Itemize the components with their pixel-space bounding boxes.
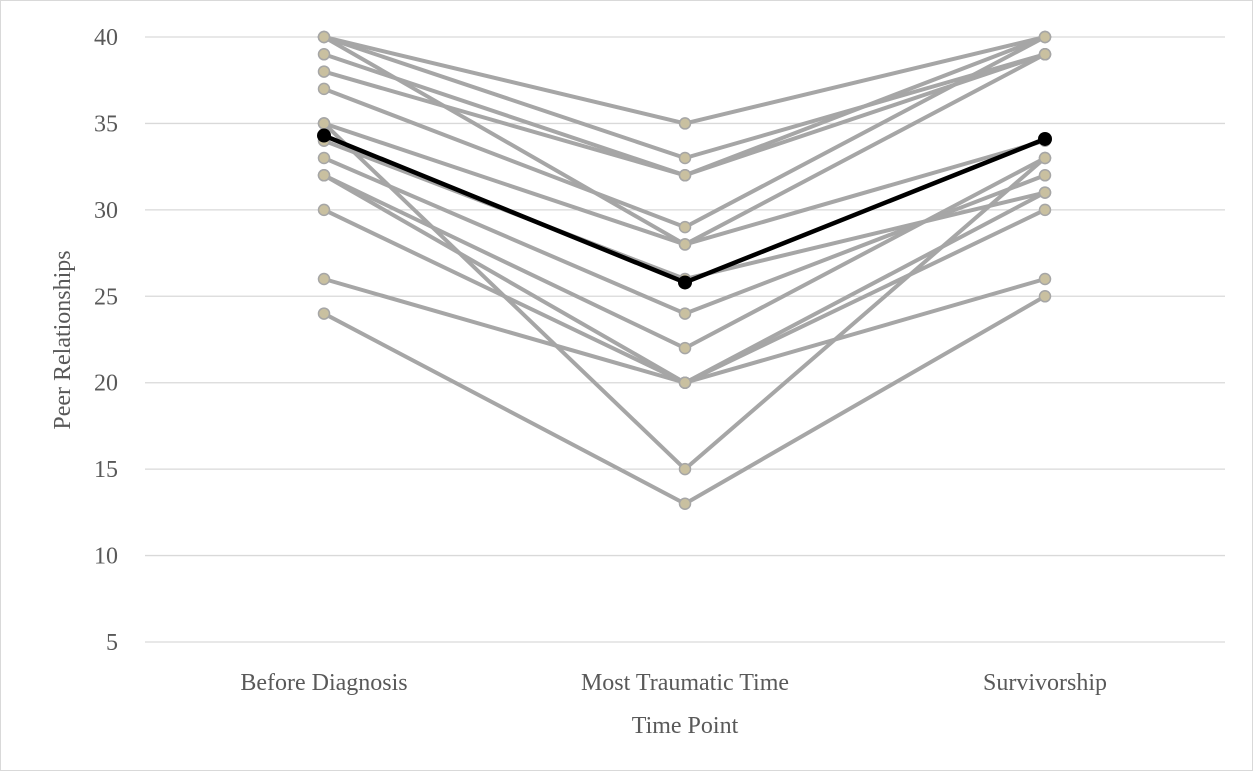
y-tick-label-5: 5 bbox=[106, 630, 118, 656]
series-11-point-2 bbox=[1038, 203, 1052, 217]
x-tick-label-1: Most Traumatic Time bbox=[581, 670, 789, 696]
series-4-point-0 bbox=[317, 65, 331, 78]
y-tick-label-15: 15 bbox=[94, 457, 118, 483]
series-3-point-0 bbox=[317, 48, 331, 61]
series-line-6 bbox=[322, 35, 1047, 230]
series-15-point-2 bbox=[1038, 290, 1052, 303]
series-9-point-2 bbox=[1038, 169, 1052, 182]
series-11-point-0 bbox=[317, 169, 331, 182]
y-tick-label-10: 10 bbox=[94, 544, 118, 570]
y-tick-label-20: 20 bbox=[94, 371, 118, 397]
series-14-point-0 bbox=[317, 272, 331, 286]
series-10-point-1 bbox=[678, 341, 692, 355]
mean-point-1 bbox=[678, 275, 692, 290]
y-tick-label-25: 25 bbox=[94, 284, 118, 310]
series-9-point-0 bbox=[317, 151, 331, 165]
series-7-point-1 bbox=[678, 238, 692, 251]
series-15-point-1 bbox=[678, 497, 692, 510]
series-2-point-1 bbox=[678, 151, 692, 165]
x-axis-title: Time Point bbox=[632, 713, 739, 739]
x-tick-label-0: Before Diagnosis bbox=[240, 670, 407, 696]
series-13-point-0 bbox=[317, 117, 331, 130]
series-15-point-0 bbox=[317, 307, 331, 320]
y-tick-label-35: 35 bbox=[94, 111, 118, 137]
series-14-point-2 bbox=[1038, 186, 1052, 199]
series-6-point-0 bbox=[317, 82, 331, 96]
series-5-point-0 bbox=[317, 30, 331, 44]
mean-point-2 bbox=[1038, 131, 1052, 146]
series-6-point-1 bbox=[678, 220, 692, 234]
series-4-point-1 bbox=[678, 169, 692, 182]
series-6-point-2 bbox=[1038, 30, 1052, 44]
mean-point-0 bbox=[317, 128, 331, 143]
series-14-point-1 bbox=[678, 376, 692, 389]
series-12-point-2 bbox=[1038, 272, 1052, 286]
x-tick-label-2: Survivorship bbox=[983, 670, 1107, 696]
mean-series bbox=[317, 128, 1052, 290]
series-13-point-2 bbox=[1038, 151, 1052, 165]
series-12-point-0 bbox=[317, 203, 331, 217]
y-tick-label-40: 40 bbox=[94, 25, 118, 51]
series-13-point-1 bbox=[678, 462, 692, 476]
series-5-point-2 bbox=[1038, 48, 1052, 61]
series-markers bbox=[317, 30, 1052, 510]
y-axis-ticks: 5 10 15 20 25 30 35 40 bbox=[94, 25, 118, 656]
y-axis-title: Peer Relationships bbox=[50, 250, 76, 429]
y-tick-label-30: 30 bbox=[94, 198, 118, 224]
series-1-point-1 bbox=[678, 117, 692, 130]
series-lines bbox=[322, 35, 1047, 506]
series-9-point-1 bbox=[678, 307, 692, 320]
x-axis-ticks: Before Diagnosis Most Traumatic Time Survi… bbox=[240, 670, 1107, 696]
